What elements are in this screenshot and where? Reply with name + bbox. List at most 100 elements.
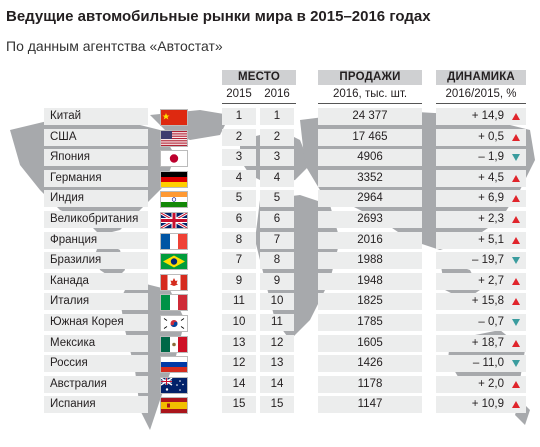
triangle-up-icon — [512, 195, 520, 203]
rank-2015: 7 — [222, 252, 256, 270]
sales-value: 2693 — [318, 211, 422, 228]
sales-value: 1825 — [318, 293, 422, 311]
table-row: Япония 3 3 4906 – 1,9 — [0, 149, 540, 169]
rank-2016: 2 — [260, 128, 294, 146]
rank-2016: 11 — [260, 314, 294, 331]
dynamics-value: + 18,7 — [436, 334, 526, 352]
country-name: Россия — [44, 355, 148, 373]
table-row: Австралия 14 14 1178 + 2,0 — [0, 375, 540, 396]
triangle-up-icon — [512, 174, 520, 182]
rank-2015: 8 — [222, 231, 256, 249]
rank-2016: 9 — [260, 272, 294, 290]
table-row: Канада 9 9 1948 + 2,7 — [0, 272, 540, 293]
country-name: Китай — [44, 108, 148, 125]
country-name: Германия — [44, 169, 148, 187]
sales-value: 4906 — [318, 149, 422, 167]
rank-2016: 15 — [260, 396, 294, 414]
header-place: МЕСТО — [222, 70, 296, 85]
rank-2015: 14 — [222, 375, 256, 393]
rank-2015: 13 — [222, 334, 256, 352]
rank-2015: 3 — [222, 149, 256, 167]
flag-russia-icon — [160, 356, 188, 374]
sales-value: 3352 — [318, 169, 422, 187]
sales-value: 1948 — [318, 272, 422, 290]
sales-value: 17 465 — [318, 128, 422, 146]
flag-brazil-icon — [160, 253, 188, 271]
rank-2016: 1 — [260, 108, 294, 125]
sales-value: 1785 — [318, 314, 422, 331]
rank-2016: 4 — [260, 169, 294, 187]
dynamics-value: + 10,9 — [436, 396, 526, 414]
dynamics-value: + 6,9 — [436, 190, 526, 208]
rank-2016: 14 — [260, 375, 294, 393]
dynamics-value: + 5,1 — [436, 231, 526, 249]
country-name: Испания — [44, 396, 148, 414]
table-row: Россия 12 13 1426 – 11,0 — [0, 355, 540, 375]
table-row: США 2 2 17 465 + 0,5 — [0, 128, 540, 149]
header-sales-unit: 2016, тыс. шт. — [332, 88, 408, 100]
flag-uk-icon — [160, 211, 188, 230]
country-name: Италия — [44, 293, 148, 311]
sales-value: 2964 — [318, 190, 422, 208]
sales-value: 1988 — [318, 252, 422, 270]
triangle-down-icon — [512, 257, 520, 265]
flag-spain-icon — [160, 397, 188, 415]
rank-2015: 9 — [222, 272, 256, 290]
table-row: Италия 11 10 1825 + 15,8 — [0, 293, 540, 313]
chart-title: Ведущие автомобильные рынки мира в 2015–… — [6, 8, 431, 25]
rank-2016: 13 — [260, 355, 294, 373]
country-name: Великобритания — [44, 211, 148, 228]
flag-south-korea-icon — [160, 315, 188, 332]
table-row: Бразилия 7 8 1988 – 19,7 — [0, 252, 540, 272]
rank-2015: 5 — [222, 190, 256, 208]
rank-2015: 4 — [222, 169, 256, 187]
rank-2015: 10 — [222, 314, 256, 331]
header-rule-sales — [318, 103, 422, 104]
country-name: США — [44, 128, 148, 146]
country-name: Япония — [44, 149, 148, 167]
flag-mexico-icon — [160, 335, 188, 353]
country-name: Мексика — [44, 334, 148, 352]
dynamics-value: + 2,7 — [436, 272, 526, 290]
rank-2016: 7 — [260, 231, 294, 249]
rank-2015: 12 — [222, 355, 256, 373]
dynamics-value: – 0,7 — [436, 314, 526, 331]
country-name: Бразилия — [44, 252, 148, 270]
table-row: Южная Корея 10 11 1785 – 0,7 — [0, 314, 540, 334]
header-dynamics: ДИНАМИКА — [436, 70, 526, 85]
triangle-down-icon — [512, 154, 520, 162]
country-name: Канада — [44, 272, 148, 290]
country-name: Южная Корея — [44, 314, 148, 331]
triangle-down-icon — [512, 360, 520, 368]
triangle-up-icon — [512, 216, 520, 223]
table-row: Китай 1 1 24 377 + 14,9 — [0, 108, 540, 128]
triangle-up-icon — [512, 339, 520, 347]
flag-japan-icon — [160, 150, 188, 168]
flag-france-icon — [160, 232, 188, 250]
flag-germany-icon — [160, 170, 188, 188]
dynamics-value: + 2,0 — [436, 375, 526, 393]
triangle-up-icon — [512, 401, 520, 409]
triangle-up-icon — [512, 236, 520, 244]
country-name: Австралия — [44, 375, 148, 393]
dynamics-value: + 4,5 — [436, 169, 526, 187]
dynamics-value: + 14,9 — [436, 108, 526, 125]
dynamics-value: + 15,8 — [436, 293, 526, 311]
dynamics-value: + 0,5 — [436, 128, 526, 146]
flag-italy-icon — [160, 294, 188, 312]
triangle-up-icon — [512, 380, 520, 388]
sales-value: 1605 — [318, 334, 422, 352]
flag-china-icon — [160, 109, 188, 126]
rank-2015: 15 — [222, 396, 256, 414]
table-row: Индия 5 5 2964 + 6,9 — [0, 190, 540, 210]
country-name: Индия — [44, 190, 148, 208]
triangle-up-icon — [512, 298, 520, 306]
flag-canada-icon — [160, 273, 188, 291]
rank-2016: 6 — [260, 211, 294, 228]
rank-2016: 12 — [260, 334, 294, 352]
table-row: Великобритания 6 6 2693 + 2,3 — [0, 211, 540, 231]
rank-2016: 3 — [260, 149, 294, 167]
flag-usa-icon — [160, 129, 188, 147]
header-sales: ПРОДАЖИ — [318, 70, 422, 85]
dynamics-value: – 19,7 — [436, 252, 526, 270]
